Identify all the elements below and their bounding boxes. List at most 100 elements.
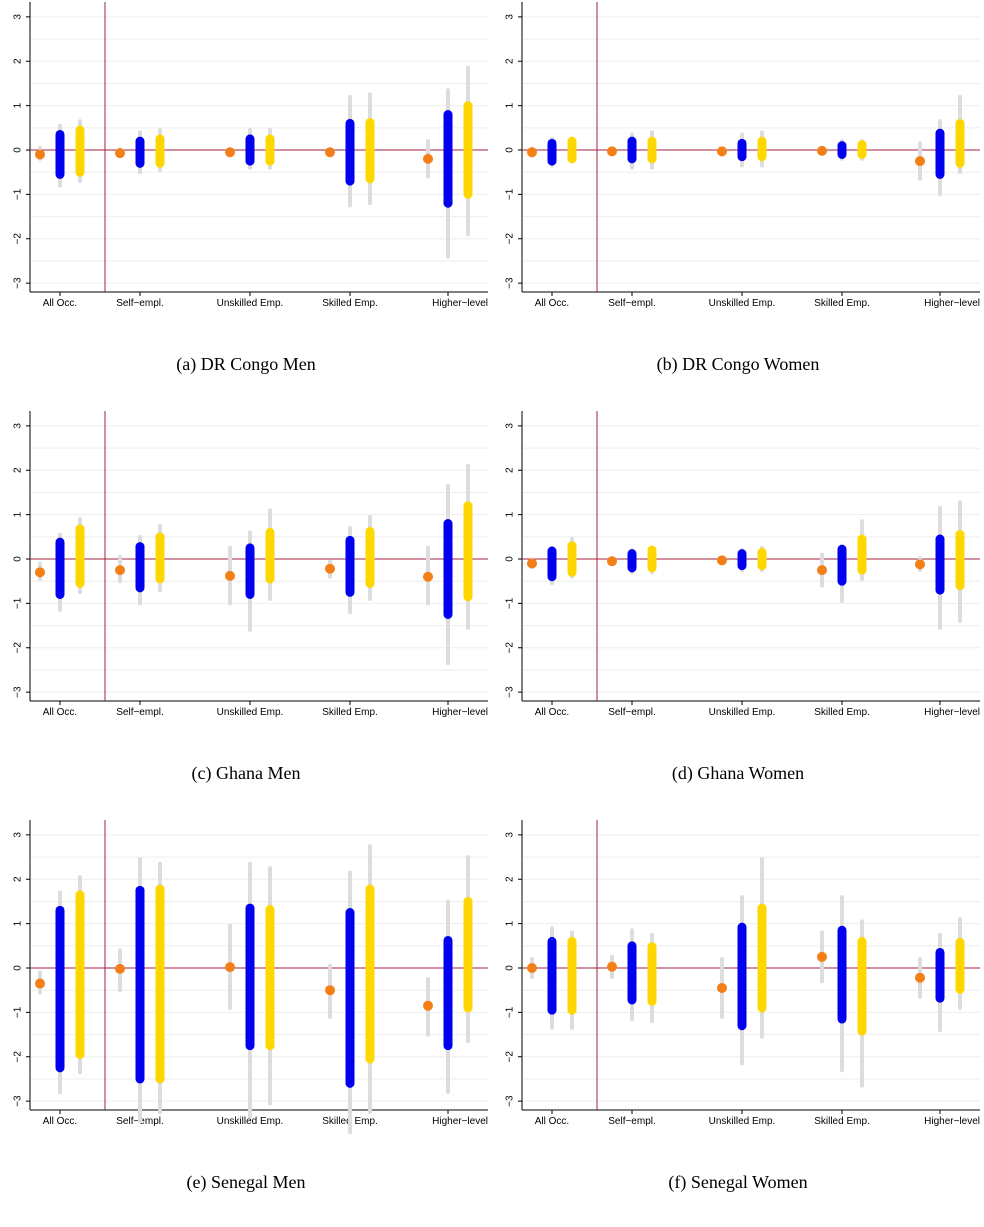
chart-c: −3 −2 −1 0 1 2 3 All Occ. Self−empl. Unskilled Em…	[13, 411, 488, 718]
chart-f: −3 −2 −1 0 1 2 3 All Occ. Self−empl. Unskilled Em…	[505, 820, 980, 1127]
y-tick-label: 2	[505, 467, 516, 473]
point-estimate	[915, 156, 925, 167]
y-tick-label: −2	[13, 233, 24, 245]
point-estimate	[607, 146, 617, 157]
point-estimate	[817, 145, 827, 156]
y-tick-label: 1	[505, 920, 516, 926]
x-tick-label: Unskilled Emp.	[217, 707, 284, 718]
y-tick-label: −1	[13, 1006, 24, 1018]
y-tick-label: 2	[13, 876, 24, 882]
x-tick-label: All Occ.	[43, 298, 77, 309]
y-tick-label: −1	[505, 1006, 516, 1018]
y-tick-label: −2	[505, 1051, 516, 1063]
y-tick-label: −3	[505, 277, 516, 289]
x-tick-label: Self−empl.	[608, 1116, 656, 1127]
point-estimate	[115, 148, 125, 159]
point-estimate	[717, 555, 727, 566]
x-tick-label: Higher−level	[432, 707, 488, 718]
x-tick-label: Self−empl.	[608, 298, 656, 309]
x-tick-label: Self−empl.	[116, 298, 164, 309]
y-tick-label: 0	[505, 556, 516, 562]
caption-letter: (e)	[186, 1172, 207, 1192]
point-estimate	[325, 985, 335, 996]
y-tick-label: 1	[13, 511, 24, 517]
x-tick-label: Skilled Emp.	[322, 707, 378, 718]
y-tick-label: 2	[505, 876, 516, 882]
x-tick-label: Higher−level	[432, 298, 488, 309]
y-tick-label: 3	[13, 14, 24, 20]
point-estimate	[423, 571, 433, 582]
y-tick-label: 3	[13, 423, 24, 429]
point-estimate	[225, 962, 235, 973]
x-tick-label: Unskilled Emp.	[217, 1116, 284, 1127]
point-estimate	[717, 146, 727, 157]
caption-letter: (d)	[671, 763, 693, 783]
y-tick-label: 0	[505, 147, 516, 153]
caption-title: Senegal Women	[690, 1172, 808, 1192]
point-estimate	[607, 556, 617, 567]
point-estimate	[225, 147, 235, 158]
y-tick-label: −3	[505, 686, 516, 698]
x-tick-label: All Occ.	[535, 707, 569, 718]
y-tick-label: 1	[505, 511, 516, 517]
x-tick-label: Skilled Emp.	[814, 298, 870, 309]
point-estimate	[717, 982, 727, 993]
y-tick-label: −2	[13, 642, 24, 654]
y-tick-label: −3	[13, 1095, 24, 1107]
x-tick-label: Higher−level	[924, 707, 980, 718]
y-tick-label: 2	[13, 467, 24, 473]
panel-b: −3 −2 −1 0 1 2 3 All Occ. Self−empl. Unskilled Em…	[492, 0, 984, 409]
y-tick-label: −1	[13, 597, 24, 609]
x-tick-label: Higher−level	[432, 1116, 488, 1127]
point-estimate	[115, 565, 125, 576]
point-estimate	[527, 963, 537, 973]
y-tick-label: 0	[13, 147, 24, 153]
point-estimate	[423, 153, 433, 164]
x-tick-label: Unskilled Emp.	[709, 1116, 776, 1127]
y-tick-label: 2	[13, 58, 24, 64]
caption-letter: (b)	[656, 354, 678, 374]
y-tick-label: 0	[13, 965, 24, 971]
point-estimate	[225, 570, 235, 581]
x-tick-label: Self−empl.	[116, 707, 164, 718]
x-tick-label: All Occ.	[535, 1116, 569, 1127]
point-estimate	[817, 951, 827, 962]
caption-d: (d) Ghana Women	[492, 763, 984, 784]
x-tick-label: Unskilled Emp.	[709, 707, 776, 718]
point-estimate	[915, 972, 925, 983]
y-tick-label: −1	[505, 597, 516, 609]
x-tick-label: Higher−level	[924, 1116, 980, 1127]
x-tick-label: Self−empl.	[608, 707, 656, 718]
caption-letter: (a)	[176, 354, 197, 374]
x-tick-label: Higher−level	[924, 298, 980, 309]
y-tick-label: −2	[13, 1051, 24, 1063]
caption-title: DR Congo Men	[200, 354, 316, 374]
chart-d: −3 −2 −1 0 1 2 3 All Occ. Self−empl. Unskilled Em…	[505, 411, 980, 718]
x-tick-label: All Occ.	[535, 298, 569, 309]
x-tick-label: Unskilled Emp.	[217, 298, 284, 309]
point-estimate	[817, 565, 827, 576]
panel-a: −3 −2 −1 0 1 2 3 All Occ. Self−empl. Unskilled Em…	[0, 0, 492, 409]
panel-f: −3 −2 −1 0 1 2 3 All Occ. Self−empl. Unskilled Em…	[492, 818, 984, 1227]
y-tick-label: 0	[505, 965, 516, 971]
y-tick-label: 3	[505, 832, 516, 838]
caption-b: (b) DR Congo Women	[492, 354, 984, 375]
chart-a: −3 −2 −1 0 1 2 3 All Occ. Self−empl. Unskilled Em…	[13, 2, 488, 309]
y-tick-label: 3	[505, 423, 516, 429]
y-tick-label: 1	[13, 920, 24, 926]
caption-letter: (f)	[668, 1172, 687, 1192]
point-estimate	[325, 563, 335, 574]
y-tick-label: −1	[13, 188, 24, 200]
panel-d: −3 −2 −1 0 1 2 3 All Occ. Self−empl. Unskilled Em…	[492, 409, 984, 818]
panel-c: −3 −2 −1 0 1 2 3 All Occ. Self−empl. Unskilled Em…	[0, 409, 492, 818]
point-estimate	[35, 567, 45, 578]
y-tick-label: −3	[13, 686, 24, 698]
y-tick-label: 1	[505, 102, 516, 108]
caption-a: (a) DR Congo Men	[0, 354, 492, 375]
y-tick-label: 1	[13, 102, 24, 108]
x-tick-label: All Occ.	[43, 1116, 77, 1127]
point-estimate	[527, 147, 537, 158]
point-estimate	[35, 149, 45, 160]
caption-f: (f) Senegal Women	[492, 1172, 984, 1193]
